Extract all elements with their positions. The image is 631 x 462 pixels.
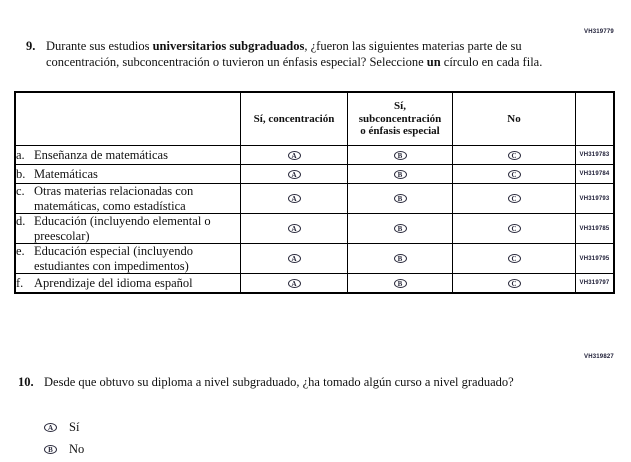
radio-bubble-b-icon[interactable]: B [393, 150, 407, 160]
header-cell-label [15, 92, 241, 146]
response-bubble-cell[interactable]: C [452, 243, 576, 274]
table-row: c. Otras materias relacionadas con matemá… [15, 183, 614, 214]
table-row: a. Enseñanza de matemáticas A B C VH319783 [15, 145, 614, 165]
response-bubble-cell[interactable]: B [347, 183, 453, 214]
response-bubble-cell[interactable]: C [452, 183, 576, 214]
response-bubble-cell[interactable]: A [240, 183, 348, 214]
question-10-options: A Sí B No [44, 416, 84, 460]
response-bubble-cell[interactable]: B [347, 273, 453, 293]
radio-bubble-a-icon[interactable]: A [287, 169, 301, 179]
row-label-text: Aprendizaje del idioma español [34, 275, 193, 290]
row-form-code: VH319783 [575, 145, 614, 165]
response-bubble-cell[interactable]: C [452, 145, 576, 165]
form-code-question-10: VH319827 [584, 354, 614, 360]
question-9-bold-1: universitarios subgraduados [152, 39, 305, 53]
row-label-cell: b. Matemáticas [15, 164, 241, 184]
question-9-bold-2: un [426, 55, 441, 69]
response-bubble-cell[interactable]: A [240, 243, 348, 274]
radio-bubble-a-icon[interactable]: A [287, 150, 301, 160]
row-label-text: Enseñanza de matemáticas [34, 147, 168, 162]
row-form-code: VH319785 [575, 213, 614, 244]
response-bubble-cell[interactable]: A [240, 145, 348, 165]
question-10-text: Desde que obtuvo su diploma a nivel subg… [44, 375, 514, 389]
radio-bubble-b-icon[interactable]: B [44, 444, 57, 454]
row-label-text: Matemáticas [34, 166, 98, 181]
row-form-code: VH319795 [575, 243, 614, 274]
table-row: b. Matemáticas A B C VH319784 [15, 164, 614, 184]
radio-bubble-b-icon[interactable]: B [393, 278, 407, 288]
row-label-cell: e. Educación especial (incluyendo estudia… [15, 243, 241, 274]
response-bubble-cell[interactable]: B [347, 213, 453, 244]
radio-bubble-b-icon[interactable]: B [393, 224, 407, 234]
row-form-code: VH319793 [575, 183, 614, 214]
row-marker: f. [16, 275, 24, 290]
row-label-text: Educación especial (incluyendo estudiant… [34, 244, 193, 273]
row-marker: b. [16, 166, 26, 181]
header-cell-option-1: Sí, concentración [240, 92, 348, 146]
table-row: e. Educación especial (incluyendo estudia… [15, 243, 614, 274]
response-bubble-cell[interactable]: C [452, 164, 576, 184]
header-option-2-line-2: subconcentración [358, 112, 442, 125]
response-bubble-cell[interactable]: B [347, 243, 453, 274]
row-marker: e. [16, 244, 25, 258]
table-row: d. Educación (incluyendo elemental o pree… [15, 213, 614, 244]
radio-bubble-c-icon[interactable]: C [507, 194, 521, 204]
row-marker: d. [16, 214, 26, 228]
radio-bubble-c-icon[interactable]: C [507, 150, 521, 160]
radio-bubble-a-icon[interactable]: A [287, 278, 301, 288]
row-marker: c. [16, 184, 25, 198]
radio-bubble-c-icon[interactable]: C [507, 169, 521, 179]
radio-bubble-a-icon[interactable]: A [287, 254, 301, 264]
response-matrix-body: a. Enseñanza de matemáticas A B C VH319783 b. M… [15, 145, 614, 293]
response-matrix-table: Sí, concentración Sí, subconcentración o… [14, 91, 615, 294]
question-9-text-part-1: Durante sus estudios [46, 39, 153, 53]
question-10-option-row[interactable]: B No [44, 438, 84, 460]
header-option-2-line-3: o énfasis especial [360, 125, 440, 138]
row-form-code: VH319797 [575, 273, 614, 293]
question-10-option-label: No [69, 442, 85, 456]
row-marker: a. [16, 147, 25, 162]
radio-bubble-c-icon[interactable]: C [507, 254, 521, 264]
row-label-cell: a. Enseñanza de matemáticas [15, 145, 241, 165]
response-bubble-cell[interactable]: B [347, 145, 453, 165]
radio-bubble-a-icon[interactable]: A [44, 422, 57, 432]
header-cell-option-3: No [452, 92, 576, 146]
question-9-block: 9. Durante sus estudios universitarios s… [22, 38, 562, 70]
form-code-question-9: VH319779 [584, 29, 614, 35]
question-10-option-row[interactable]: A Sí [44, 416, 84, 438]
radio-bubble-c-icon[interactable]: C [507, 224, 521, 234]
question-9-text-part-2: , ¿fueron las siguientes materias parte … [46, 39, 522, 69]
response-bubble-cell[interactable]: A [240, 164, 348, 184]
question-10-number: 10. [18, 375, 34, 389]
question-9-text: Durante sus estudios universitarios subg… [46, 38, 562, 70]
table-row: f. Aprendizaje del idioma español A B C VH319… [15, 273, 614, 293]
radio-bubble-c-icon[interactable]: C [507, 278, 521, 288]
question-9-number: 9. [26, 39, 36, 53]
radio-bubble-a-icon[interactable]: A [287, 194, 301, 204]
response-bubble-cell[interactable]: C [452, 273, 576, 293]
question-9-text-part-3: círculo en cada fila. [440, 55, 543, 69]
row-label-text: Otras materias relacionadas con matemáti… [34, 184, 194, 213]
radio-bubble-b-icon[interactable]: B [393, 169, 407, 179]
row-form-code: VH319784 [575, 164, 614, 184]
row-label-cell: c. Otras materias relacionadas con matemá… [15, 183, 241, 214]
header-option-2-line-1: Sí, [394, 100, 406, 113]
header-cell-code [575, 92, 614, 146]
row-label-text: Educación (incluyendo elemental o preesc… [34, 214, 211, 243]
header-cell-option-2: Sí, subconcentración o énfasis especial [347, 92, 453, 146]
radio-bubble-a-icon[interactable]: A [287, 224, 301, 234]
row-label-cell: d. Educación (incluyendo elemental o pree… [15, 213, 241, 244]
response-bubble-cell[interactable]: A [240, 273, 348, 293]
radio-bubble-b-icon[interactable]: B [393, 254, 407, 264]
question-10-option-label: Sí [69, 420, 80, 434]
table-header-row: Sí, concentración Sí, subconcentración o… [15, 92, 614, 146]
radio-bubble-b-icon[interactable]: B [393, 194, 407, 204]
response-bubble-cell[interactable]: A [240, 213, 348, 244]
response-bubble-cell[interactable]: C [452, 213, 576, 244]
question-10-block: 10. Desde que obtuvo su diploma a nivel … [14, 374, 574, 390]
response-bubble-cell[interactable]: B [347, 164, 453, 184]
row-label-cell: f. Aprendizaje del idioma español [15, 273, 241, 293]
